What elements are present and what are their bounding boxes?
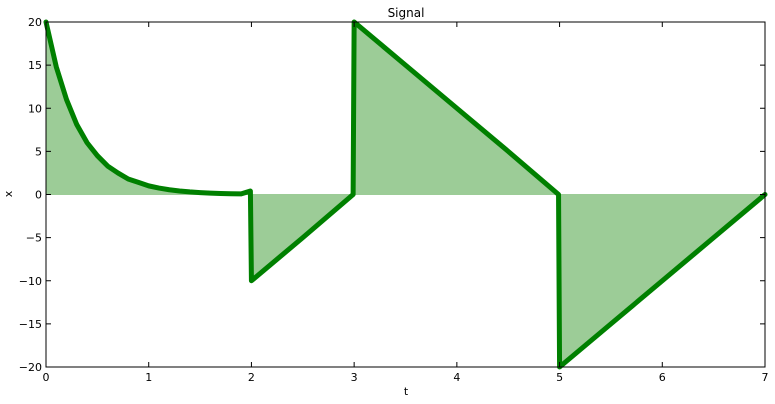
- series-0-line: [43, 19, 768, 370]
- y-tick-label: 5: [35, 145, 42, 158]
- chart-title: Signal: [388, 6, 425, 20]
- x-tick-label: 5: [556, 371, 563, 384]
- x-tick-label: 1: [145, 371, 152, 384]
- x-axis-title: t: [404, 385, 409, 398]
- x-tick-label: 0: [43, 371, 50, 384]
- plot-area: 0 1 2 3 4 5 6 7 −20 −15 −10 −5 0 5 10 15 20: [19, 16, 769, 384]
- y-tick-label: −15: [19, 318, 42, 331]
- y-tick-label: −10: [19, 275, 42, 288]
- x-tick-label: 7: [762, 371, 769, 384]
- y-tick-label: 10: [28, 102, 42, 115]
- y-axis-title: x: [2, 190, 15, 197]
- x-tick-label: 6: [659, 371, 666, 384]
- x-tick-label: 3: [351, 371, 358, 384]
- y-tick-label: −5: [26, 232, 42, 245]
- y-tick-label: −20: [19, 361, 42, 374]
- y-tick-label: 0: [35, 189, 42, 202]
- y-tick-label: 20: [28, 16, 42, 29]
- x-tick-label: 4: [453, 371, 460, 384]
- x-tick-label: 2: [248, 371, 255, 384]
- y-tick-label: 15: [28, 59, 42, 72]
